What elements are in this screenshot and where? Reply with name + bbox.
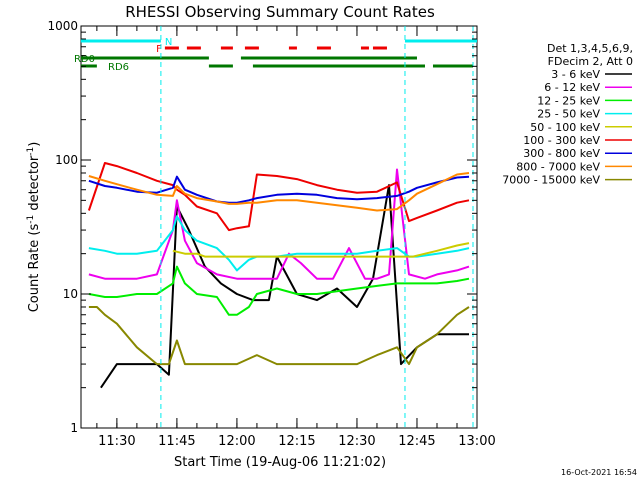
generation-timestamp: 16-Oct-2021 16:54: [561, 468, 637, 477]
series-lines: [87, 162, 470, 389]
y-tick-label: 100: [55, 153, 78, 167]
x-tick-label: 12:45: [398, 434, 435, 449]
x-tick-label: 13:00: [458, 434, 495, 449]
series-line-7000-15000-kev: [88, 306, 470, 366]
flag-label-rd0: RD0: [74, 54, 95, 65]
marker-lines: [160, 26, 474, 428]
legend-label-3-6-kev: 3 - 6 keV: [551, 68, 600, 81]
legend-label-50-100-kev: 50 - 100 keV: [530, 121, 600, 134]
legend: Det 1,3,4,5,6,9, FDecim 2, Att 0 3 - 6 k…: [502, 42, 633, 187]
y-axis-label: Count Rate (s-1 detector-1): [26, 142, 42, 313]
series-line-25-50-kev: [88, 215, 470, 272]
x-tick-label: 11:45: [158, 434, 195, 449]
legend-label-7000-15000-kev: 7000 - 15000 keV: [502, 174, 600, 187]
legend-label-300-800-kev: 300 - 800 keV: [523, 147, 600, 160]
flag-label-n: N: [165, 37, 172, 48]
y-tick-label: 10: [63, 287, 78, 301]
x-tick-label: 12:30: [338, 434, 375, 449]
x-tick-label: 12:00: [218, 434, 255, 449]
legend-label-12-25-kev: 12 - 25 keV: [537, 94, 600, 107]
legend-header-line-2: FDecim 2, Att 0: [548, 55, 633, 68]
series-line-12-25-kev: [88, 265, 470, 316]
legend-label-100-300-kev: 100 - 300 keV: [523, 134, 600, 147]
legend-label-6-12-kev: 6 - 12 keV: [544, 81, 600, 94]
x-axis: 11:30 11:45 12:00 12:15 12:30 12:45 13:00: [96, 26, 496, 449]
legend-header-line-1: Det 1,3,4,5,6,9,: [547, 42, 633, 55]
y-tick-label: 1: [70, 421, 78, 435]
series-line-300-800-kev: [88, 175, 470, 204]
x-axis-label: Start Time (19-Aug-06 11:21:02): [174, 455, 386, 470]
chart-title: RHESSI Observing Summary Count Rates: [125, 3, 435, 21]
series-line-6-12-kev: [88, 168, 470, 280]
series-line-800-7000-kev: [88, 172, 470, 212]
flag-bars: NF RD0 RD6: [74, 37, 477, 73]
flag-label-f: F: [156, 44, 162, 55]
series-line-100-300-kev: [87, 162, 470, 232]
plot-frame: [80, 25, 478, 429]
series-line-3-6-kev: [100, 184, 469, 389]
legend-label-800-7000-kev: 800 - 7000 keV: [516, 160, 600, 173]
legend-label-25-50-kev: 25 - 50 keV: [537, 108, 600, 121]
y-tick-label: 1000: [47, 19, 78, 33]
y-axis: 1 10 100 1000: [47, 19, 477, 435]
flag-label-rd6: RD6: [108, 62, 129, 73]
series-line-50-100-kev: [172, 242, 470, 258]
x-tick-label: 12:15: [278, 434, 315, 449]
x-tick-label: 11:30: [98, 434, 135, 449]
